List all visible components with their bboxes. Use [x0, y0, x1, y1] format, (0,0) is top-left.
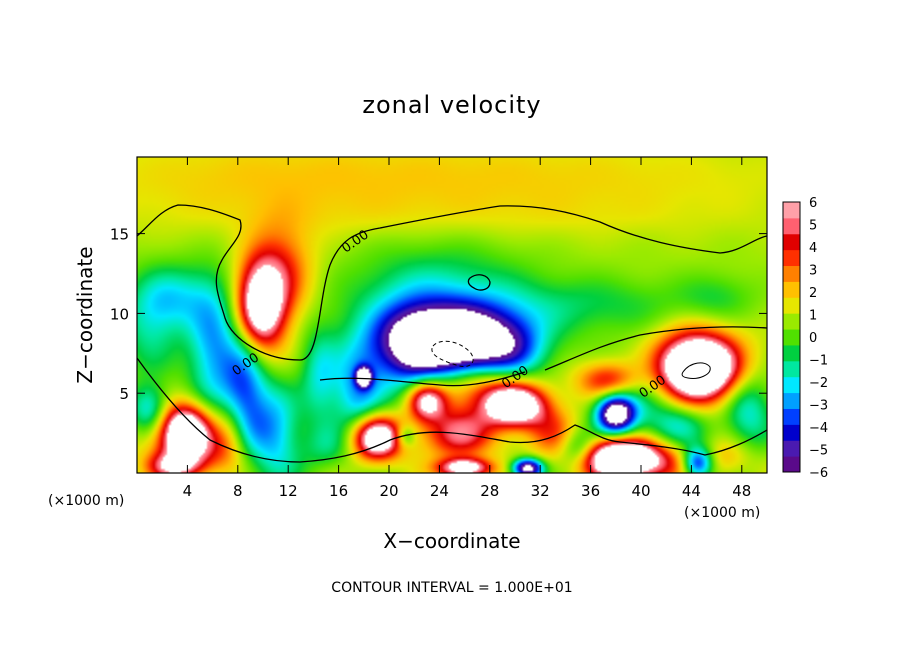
colorbar-swatch [783, 313, 800, 330]
colorbar-swatch [783, 376, 800, 394]
colorbar-label: −3 [809, 399, 828, 414]
colorbar-frame [782, 201, 801, 473]
x-tick-label: 32 [531, 482, 550, 500]
y-axis-label: Z−coordinate [73, 246, 97, 383]
colorbar-swatch [783, 360, 800, 378]
contour-ring-small [467, 274, 491, 291]
colorbar-label: −1 [809, 354, 828, 369]
contour-ring-right [681, 362, 711, 379]
x-tick-label: 20 [379, 482, 398, 500]
colorbar-label: 5 [809, 219, 817, 234]
x-tick-label: 48 [732, 482, 751, 500]
colorbar-swatch [783, 456, 800, 473]
x-tick-label: 12 [279, 482, 298, 500]
heatmap-field [137, 157, 767, 473]
colorbar-label: −6 [809, 466, 828, 481]
x-tick-label: 28 [480, 482, 499, 500]
colorbar-label: −2 [809, 376, 828, 391]
colorbar-swatch [783, 265, 800, 282]
contour-line-right-band [544, 326, 767, 371]
colorbar-swatch [783, 233, 800, 251]
x-tick-label: 16 [329, 482, 348, 500]
plot-frame [136, 156, 768, 474]
contour-dashed-core [431, 340, 474, 367]
contour-line-mid [319, 371, 526, 387]
x-tick-label: 8 [233, 482, 243, 500]
zero-contours [137, 204, 767, 463]
contour-line-lower [137, 357, 767, 463]
x-tick-label: 24 [430, 482, 449, 500]
y-tick-label: 10 [110, 305, 129, 323]
x-units-right: (×1000 m) [684, 505, 760, 521]
x-tick-label: 4 [183, 482, 193, 500]
colorbar-label: −4 [809, 421, 828, 436]
colorbar-label: 1 [809, 309, 817, 324]
colorbar-label: 6 [809, 196, 817, 211]
x-axis-label: X−coordinate [383, 529, 520, 553]
y-axis-ticks: 5 10 15 [110, 226, 767, 403]
colorbar-swatch [783, 202, 800, 219]
colorbar-label: 4 [809, 241, 817, 256]
colorbar-label: 2 [809, 286, 817, 301]
colorbar-label: −5 [809, 444, 828, 459]
colorbar-swatch [783, 329, 800, 346]
colorbar-swatch [783, 408, 800, 425]
chart-title: zonal velocity [362, 91, 541, 119]
colorbar-label: 3 [809, 264, 817, 279]
colorbar-swatch [783, 281, 800, 298]
x-tick-label: 40 [631, 482, 650, 500]
colorbar-swatch [783, 424, 800, 441]
colorbar-swatch [783, 440, 800, 457]
colorbar-label: 0 [809, 331, 817, 346]
contour-interval-note: CONTOUR INTERVAL = 1.000E+01 [331, 580, 572, 596]
x-units-left: (×1000 m) [48, 493, 124, 509]
x-tick-label: 44 [682, 482, 701, 500]
y-tick-label: 15 [110, 226, 129, 244]
colorbar-swatch [783, 249, 800, 267]
x-tick-label: 36 [581, 482, 600, 500]
colorbar-swatch [783, 297, 800, 314]
colorbar-swatch [783, 392, 800, 409]
colorbar-labels: 6 5 4 3 2 1 0 −1 −2 −3 −4 −5 −6 [809, 196, 828, 481]
colorbar-swatch [783, 217, 800, 235]
colorbar [783, 202, 800, 473]
x-axis-ticks: 4 8 12 16 20 24 28 32 36 40 44 48 [183, 157, 751, 500]
contour-line-upper [137, 204, 767, 361]
colorbar-swatch [783, 344, 800, 362]
y-tick-label: 5 [119, 385, 129, 403]
